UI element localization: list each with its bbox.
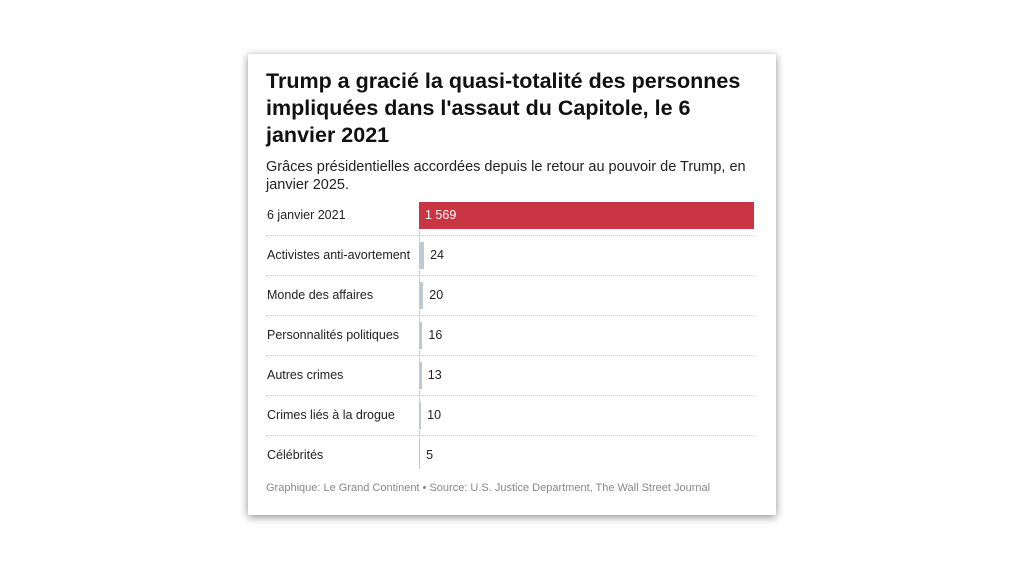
bar-rows: 6 janvier 2021 1 569 Activistes anti-avort… [266,202,754,475]
category-label: Autres crimes [267,368,344,382]
bar [419,202,754,229]
category-label: Crimes liés à la drogue [267,408,395,422]
bar-row: Célébrités 5 [266,430,754,475]
category-label: Personnalités politiques [267,328,400,342]
value-label: 1 569 [425,208,457,222]
bar [419,442,421,469]
value-label: 5 [426,448,434,462]
bar [419,242,425,269]
bar [419,282,424,309]
bar-row: Activistes anti-avortement 24 [266,230,754,276]
value-label: 20 [429,288,444,302]
bar-row: Monde des affaires 20 [266,270,754,316]
value-label: 10 [427,408,442,422]
value-label: 24 [430,248,445,262]
category-label: Célébrités [267,448,324,462]
value-label: 16 [428,328,443,342]
category-label: Monde des affaires [267,288,374,302]
chart-card: Trump a gracié la quasi-totalité des per… [248,54,776,515]
value-label: 13 [427,368,442,382]
bar [419,322,423,349]
bar-row: 6 janvier 2021 1 569 [266,202,754,236]
chart-title: Trump a gracié la quasi-totalité des per… [266,69,741,147]
bar [419,402,422,429]
bar [419,362,422,389]
category-label: 6 janvier 2021 [267,208,346,222]
category-label: Activistes anti-avortement [267,248,411,262]
chart-footer: Graphique: Le Grand Continent • Source: … [266,482,711,494]
bar-row: Crimes liés à la drogue 10 [266,390,754,436]
chart-subtitle: Grâces présidentielles accordées depuis … [266,159,746,193]
bar-row: Personnalités politiques 16 [266,310,754,356]
bar-row: Autres crimes 13 [266,350,754,396]
